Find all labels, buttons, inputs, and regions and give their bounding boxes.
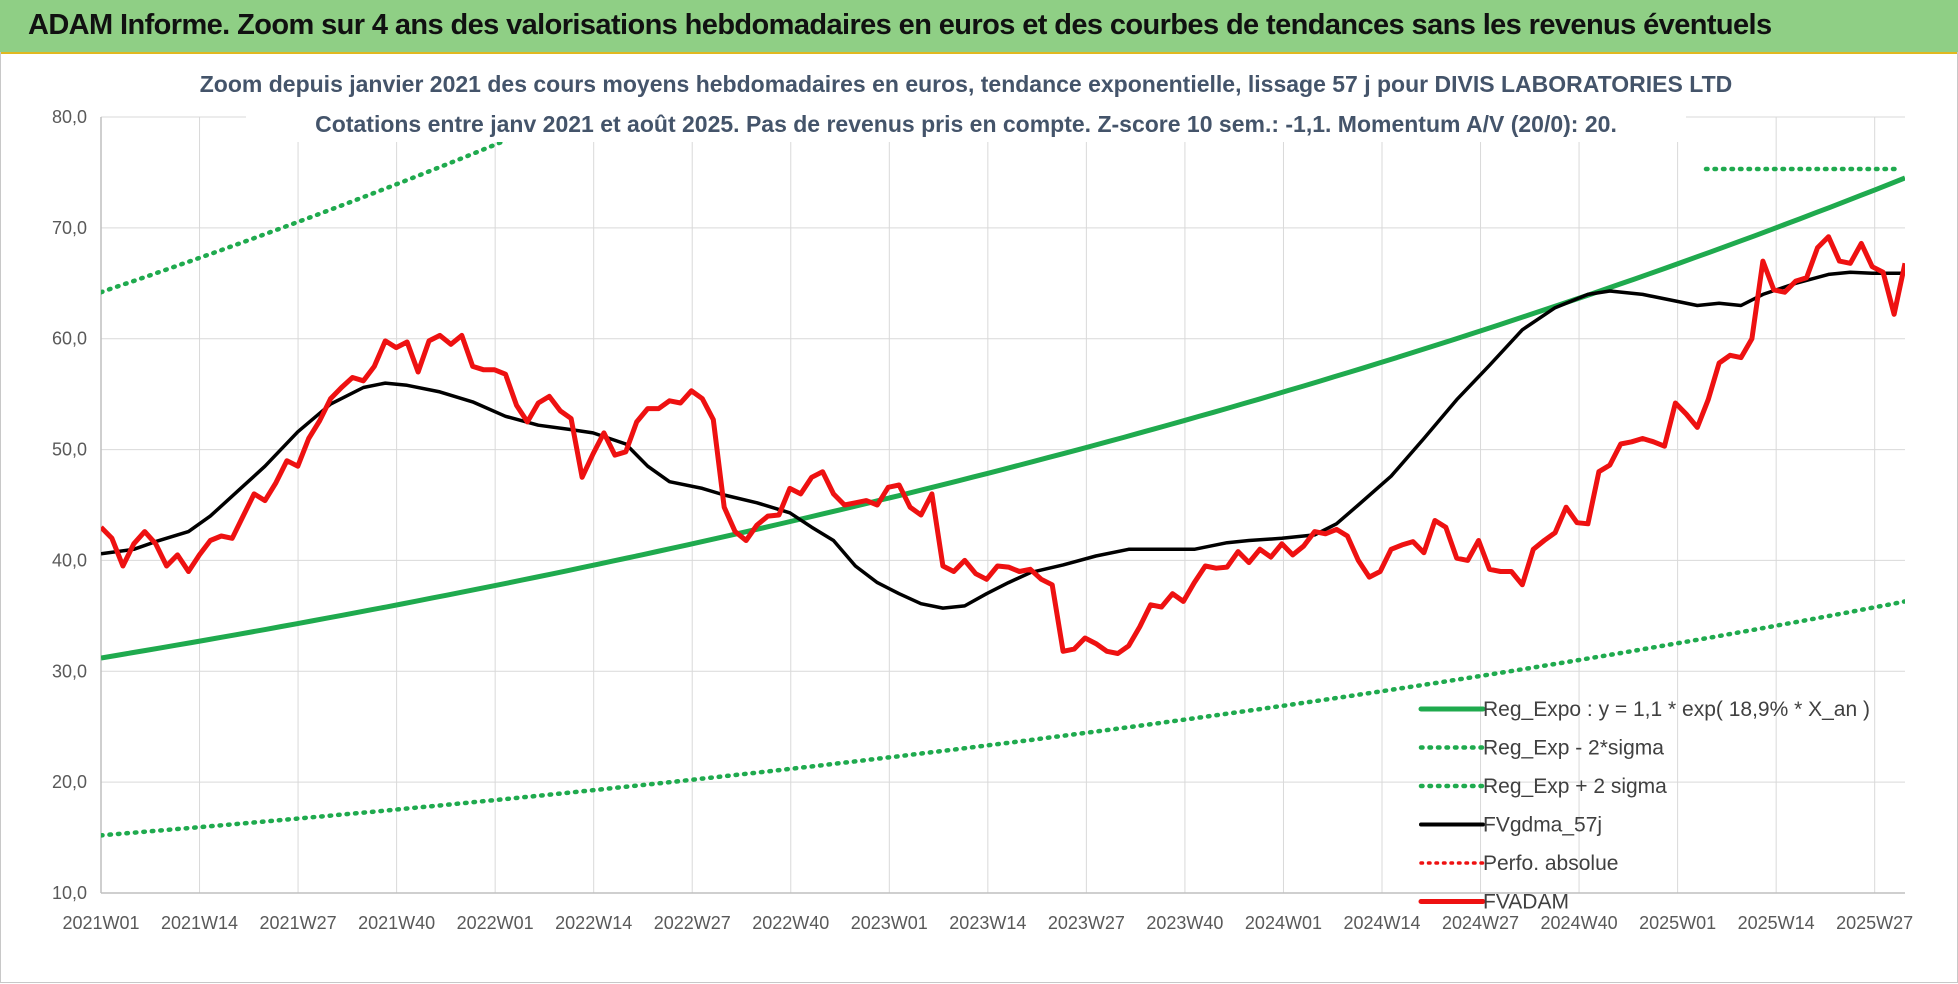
y-tick-label: 30,0	[52, 661, 87, 681]
series-reg-expo	[101, 175, 1905, 661]
x-tick-label: 2024W27	[1442, 913, 1519, 933]
grid-lines	[100, 116, 1905, 894]
chart-titles: Zoom depuis janvier 2021 des cours moyen…	[200, 56, 1732, 142]
series-group	[101, 117, 1905, 838]
legend-label: FVgdma_57j	[1483, 814, 1602, 837]
y-tick-label: 10,0	[52, 883, 87, 903]
series-fvadam	[101, 234, 1905, 656]
x-tick-label: 2022W27	[654, 913, 731, 933]
chart-frame: 10,0 20,0 30,0 40,0 50,0 60,0 70,0 80,0 2021W01…	[0, 52, 1958, 983]
x-tick-label: 2023W40	[1146, 913, 1223, 933]
x-tick-label: 2024W14	[1343, 913, 1420, 933]
x-tick-label: 2025W27	[1836, 913, 1913, 933]
title-background	[246, 56, 1686, 142]
series-reg-exp-minus-2sigma	[101, 599, 1905, 838]
chart-svg: 10,0 20,0 30,0 40,0 50,0 60,0 70,0 80,0 2021W01…	[52, 56, 1913, 933]
legend-label: Reg_Exp + 2 sigma	[1483, 775, 1667, 798]
y-tick-label: 60,0	[52, 329, 87, 349]
chart-title-line-2: Cotations entre janv 2021 et août 2025. …	[315, 111, 1617, 137]
x-tick-label: 2025W01	[1639, 913, 1716, 933]
report-title: ADAM Informe. Zoom sur 4 ans des valoris…	[28, 9, 1772, 41]
x-tick-label: 2022W01	[457, 913, 534, 933]
x-tick-label: 2023W27	[1048, 913, 1125, 933]
x-tick-label: 2023W14	[949, 913, 1026, 933]
x-tick-label: 2021W40	[358, 913, 435, 933]
x-axis-ticks: 2021W01 2021W14 2021W27 2021W40 2022W01 2022W…	[62, 913, 1913, 933]
x-tick-label: 2024W01	[1245, 913, 1322, 933]
x-tick-label: 2022W40	[752, 913, 829, 933]
legend-label: Reg_Exp - 2*sigma	[1483, 737, 1664, 760]
series-fvgdma-57j	[101, 270, 1905, 610]
chart-title-line-1: Zoom depuis janvier 2021 des cours moyen…	[200, 71, 1732, 97]
legend-label: FVADAM	[1483, 891, 1569, 914]
y-tick-label: 20,0	[52, 772, 87, 792]
x-tick-label: 2021W14	[161, 913, 238, 933]
y-tick-label: 40,0	[52, 550, 87, 570]
y-axis-ticks: 10,0 20,0 30,0 40,0 50,0 60,0 70,0 80,0	[52, 107, 87, 903]
legend-label: Reg_Expo : y = 1,1 * exp( 18,9% * X_an )	[1483, 698, 1870, 721]
y-tick-label: 70,0	[52, 218, 87, 238]
x-tick-label: 2025W14	[1738, 913, 1815, 933]
x-tick-label: 2024W40	[1541, 913, 1618, 933]
x-tick-label: 2021W27	[260, 913, 337, 933]
x-tick-label: 2023W01	[851, 913, 928, 933]
y-tick-label: 50,0	[52, 440, 87, 460]
chart-legend: Reg_Expo : y = 1,1 * exp( 18,9% * X_an )…	[1418, 698, 1870, 914]
x-tick-label: 2021W01	[62, 913, 139, 933]
legend-label: Perfo. absolue	[1483, 852, 1618, 875]
y-tick-label: 80,0	[52, 107, 87, 127]
x-tick-label: 2022W14	[555, 913, 632, 933]
report-banner: ADAM Informe. Zoom sur 4 ans des valoris…	[0, 0, 1958, 54]
